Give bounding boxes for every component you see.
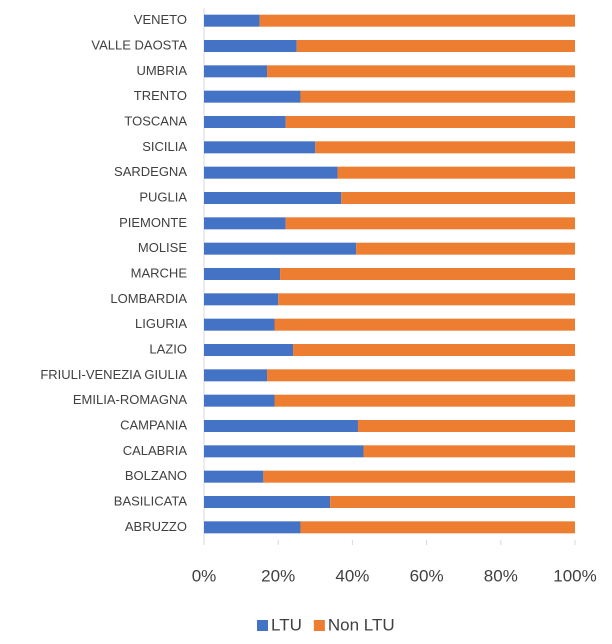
y-tick-label: ABRUZZO (125, 519, 187, 534)
y-tick-label: SARDEGNA (114, 164, 187, 179)
bar-segment (263, 470, 575, 483)
bar-segment (293, 344, 575, 356)
bar-segment (204, 268, 281, 280)
bar-segment (315, 141, 575, 154)
bar-segment (204, 521, 301, 534)
y-tick-label: EMILIA-ROMAGNA (73, 392, 187, 407)
x-tick-label: 80% (484, 566, 518, 585)
bar-segment (356, 242, 575, 255)
bar-segment (280, 268, 575, 280)
bar-segment (341, 192, 575, 204)
y-tick-label: PUGLIA (139, 189, 187, 204)
bar-segment (204, 141, 316, 154)
y-tick-label: BASILICATA (114, 493, 188, 508)
bar-segment (363, 445, 575, 458)
bar-segment (357, 420, 575, 432)
legend-label: LTU (271, 615, 302, 634)
y-tick-label: VENETO (134, 12, 187, 27)
bar-segment (285, 217, 575, 230)
bar-segment (337, 166, 575, 179)
y-tick-label: TRENTO (134, 88, 187, 103)
x-tick-label: 40% (335, 566, 369, 585)
legend-swatch (313, 620, 325, 631)
y-tick-label: VALLE DAOSTA (91, 37, 187, 52)
bar-segment (285, 116, 575, 128)
bar-segment (300, 90, 575, 103)
bar-segment (204, 192, 342, 204)
bar-segment (274, 394, 575, 407)
y-tick-label: MARCHE (131, 265, 188, 280)
y-tick-label: CALABRIA (123, 443, 188, 458)
bar-segment (204, 217, 286, 230)
bar-segment (204, 445, 364, 458)
bar-segment (204, 14, 260, 27)
bar-segment (204, 65, 268, 78)
bar-segment (267, 65, 575, 78)
bar-segment (204, 420, 358, 432)
y-tick-label: TOSCANA (124, 113, 187, 128)
bar-segment (274, 318, 575, 331)
bar-segment (204, 470, 264, 483)
bar-segment (204, 344, 294, 356)
bar-segment (300, 521, 575, 534)
bar-segment (278, 293, 575, 306)
y-tick-label: LOMBARDIA (110, 291, 187, 306)
y-tick-label: MOLISE (138, 240, 187, 255)
legend-swatch (257, 620, 268, 631)
y-tick-label: FRIULI-VENEZIA GIULIA (40, 367, 187, 382)
bar-segment (259, 14, 575, 27)
bar-segment (296, 40, 575, 52)
x-tick-label: 60% (410, 566, 444, 585)
x-tick-label: 100% (553, 566, 596, 585)
bar-segment (204, 166, 338, 179)
y-tick-label: SICILIA (142, 139, 187, 154)
bar-segment (204, 496, 331, 508)
bar-segment (204, 318, 275, 331)
bar-segment (204, 394, 275, 407)
bar-segment (204, 116, 286, 128)
bar-segment (204, 242, 357, 255)
bar-segment (204, 90, 301, 103)
bar-segment (204, 293, 279, 306)
y-tick-label: UMBRIA (136, 63, 187, 78)
legend-label: Non LTU (328, 615, 395, 634)
y-tick-label: LAZIO (149, 341, 187, 356)
bar-segment (267, 369, 575, 382)
y-tick-label: PIEMONTE (119, 215, 187, 230)
y-tick-label: CAMPANIA (120, 417, 187, 432)
x-tick-label: 20% (261, 566, 295, 585)
bar-segment (204, 369, 268, 382)
bar-segment (204, 40, 297, 52)
bar-segment (330, 496, 575, 508)
x-tick-label: 0% (192, 566, 217, 585)
y-tick-label: LIGURIA (135, 316, 187, 331)
y-tick-label: BOLZANO (125, 468, 187, 483)
